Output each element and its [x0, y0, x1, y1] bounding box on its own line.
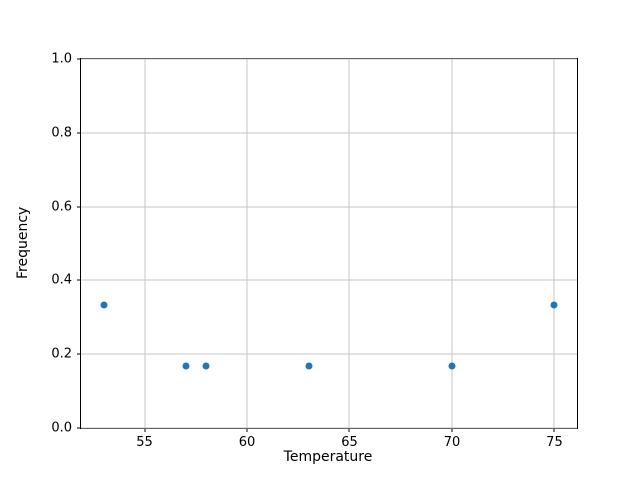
x-tick-mark	[144, 428, 146, 432]
y-tick-mark	[77, 427, 81, 429]
y-tick-label: 1.0	[51, 51, 72, 67]
y-tick-mark	[77, 132, 81, 134]
x-gridline	[553, 59, 555, 428]
x-axis-label: Temperature	[283, 449, 373, 465]
x-tick-label: 70	[443, 435, 461, 450]
x-tick-mark	[246, 428, 248, 432]
y-gridline	[81, 353, 577, 355]
y-tick-label: 0.0	[51, 420, 72, 436]
y-tick-mark	[77, 353, 81, 355]
x-tick-label: 65	[341, 435, 358, 450]
x-gridline	[451, 59, 453, 428]
x-tick-label: 75	[546, 435, 563, 450]
y-gridline	[81, 206, 577, 208]
x-tick-label: 55	[136, 435, 153, 450]
y-tick-label: 0.8	[51, 125, 72, 141]
x-tick-mark	[553, 428, 555, 432]
y-gridline	[81, 427, 577, 429]
x-tick-mark	[451, 428, 453, 432]
y-gridline	[81, 132, 577, 134]
data-point	[182, 362, 190, 370]
y-tick-mark	[77, 279, 81, 281]
y-gridline	[81, 279, 577, 281]
y-axis-label: Frequency	[15, 206, 31, 279]
y-tick-label: 0.4	[51, 272, 72, 288]
data-point	[100, 301, 108, 309]
x-tick-mark	[348, 428, 350, 432]
x-gridline	[348, 59, 350, 428]
y-gridline	[81, 58, 577, 60]
data-point	[448, 362, 456, 370]
plot-area: 55 60 65 70 75 0.0 0.2 0.4 0.6 0.8 1.0	[51, 52, 578, 450]
data-point	[305, 362, 312, 370]
y-tick-mark	[77, 206, 81, 208]
y-tick-label: 0.6	[51, 199, 72, 215]
data-point	[550, 301, 558, 309]
x-tick-label: 60	[238, 435, 256, 450]
x-gridline	[246, 59, 248, 428]
data-point	[202, 362, 210, 370]
y-tick-mark	[77, 58, 81, 60]
y-tick-label: 0.2	[51, 346, 72, 362]
x-gridline	[144, 59, 146, 428]
